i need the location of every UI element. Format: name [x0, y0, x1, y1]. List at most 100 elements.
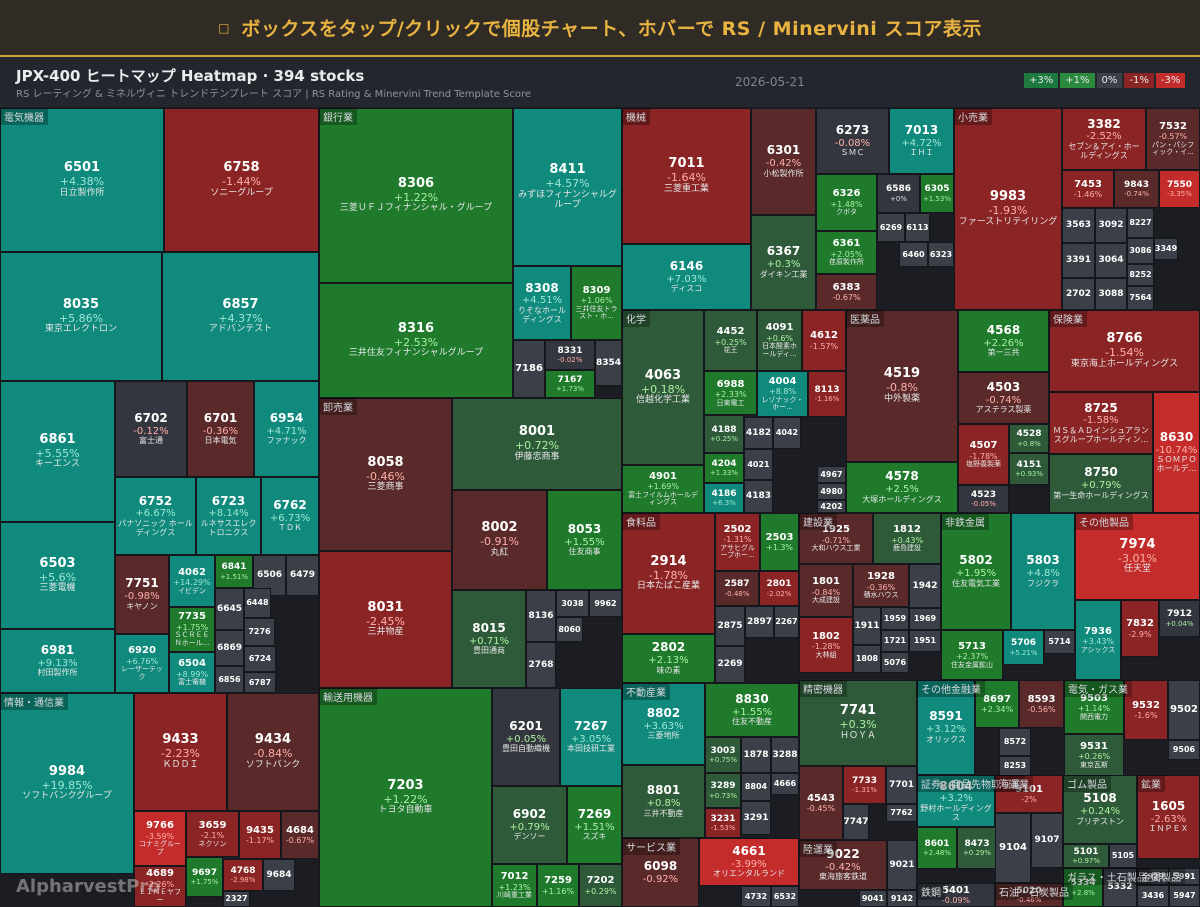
heatmap-cell[interactable]: 9021 [887, 840, 917, 890]
heatmap-cell[interactable]: 4021 [744, 449, 773, 480]
heatmap-cell[interactable]: 4182 [744, 417, 773, 449]
heatmap-cell[interactable]: 3231 -1.53% [705, 808, 741, 838]
heatmap-cell[interactable]: 8354 [595, 340, 622, 386]
heatmap-cell[interactable]: 6479 [286, 555, 319, 596]
heatmap-cell[interactable]: 4091 +0.6% 日本酸素ホールディ... [757, 310, 802, 371]
heatmap-cell[interactable]: 6762 +6.73% ＴＤＫ [261, 477, 319, 555]
heatmap-cell[interactable]: 8766 -1.54% 東京海上ホールディングス [1049, 310, 1200, 392]
heatmap-cell[interactable]: 7453 -1.46% [1062, 170, 1114, 208]
heatmap-cell[interactable]: 4543 -0.45% [799, 766, 843, 840]
heatmap-cell[interactable]: 7974 -3.01% 任天堂 [1075, 513, 1200, 600]
heatmap-cell[interactable]: 7751 -0.98% キヤノン [115, 555, 169, 634]
heatmap-cell[interactable]: 1801 -0.84% 大成建設 [799, 564, 853, 617]
heatmap-cell[interactable]: 2327 [223, 891, 250, 907]
heatmap-cell[interactable]: 3086 [1127, 238, 1154, 264]
heatmap-cell[interactable]: 6269 [877, 213, 905, 242]
heatmap-cell[interactable]: 8136 [526, 590, 556, 642]
heatmap-cell[interactable]: 5020 -0.46% [995, 883, 1063, 907]
heatmap-cell[interactable]: 2897 [745, 606, 774, 638]
heatmap-cell[interactable]: 7733 -1.31% [843, 766, 886, 804]
heatmap-cell[interactable]: 5706 +5.21% [1003, 630, 1044, 665]
heatmap-cell[interactable]: 7735 +1.75% ＳＣＲＥＥＮホール... [169, 607, 215, 652]
heatmap-cell[interactable]: 8309 +1.06% 三井住友トラスト・ホ... [571, 266, 622, 340]
heatmap-cell[interactable]: 6702 -0.12% 富士通 [115, 381, 187, 477]
heatmap-cell[interactable]: 6098 -0.92% [622, 838, 699, 907]
heatmap-cell[interactable]: 7747 [843, 804, 869, 840]
heatmap-cell[interactable]: 1878 [741, 737, 771, 773]
heatmap-cell[interactable]: 7276 [244, 618, 275, 646]
heatmap-cell[interactable]: 9503 +1.14% 関西電力 [1064, 680, 1124, 734]
heatmap-cell[interactable]: 4568 +2.26% 第一三共 [958, 310, 1049, 372]
heatmap-cell[interactable]: 9104 [995, 813, 1031, 883]
heatmap-cell[interactable]: 8316 +2.53% 三井住友フィナンシャルグループ [319, 283, 513, 398]
heatmap-cell[interactable]: 6323 [928, 242, 954, 267]
heatmap-cell[interactable]: 4186 +6.3% [704, 483, 744, 513]
heatmap-cell[interactable]: 8411 +4.57% みずほフィナンシャルグループ [513, 108, 622, 266]
heatmap-cell[interactable]: 7167 +1.73% [545, 370, 595, 398]
heatmap-cell[interactable]: 8725 -1.58% ＭＳ＆ＡＤインシュアランスグループホールディン... [1049, 392, 1153, 454]
heatmap-cell[interactable]: 6113 [905, 213, 930, 242]
heatmap-cell[interactable]: 1969 [909, 608, 941, 630]
heatmap-cell[interactable]: 8060 [556, 617, 583, 642]
heatmap-cell[interactable]: 1942 [909, 564, 941, 608]
heatmap-cell[interactable]: 4042 [773, 417, 801, 449]
heatmap-cell[interactable]: 5401 -0.09% [917, 883, 995, 907]
heatmap-cell[interactable]: 2914 -1.78% 日本たばこ産業 [622, 513, 715, 634]
heatmap-cell[interactable]: 7186 [513, 340, 545, 398]
heatmap-cell[interactable]: 6305 +1.53% [920, 174, 954, 213]
heatmap-cell[interactable]: 2503 +1.3% [760, 513, 799, 571]
heatmap-cell[interactable]: 1808 [853, 645, 881, 673]
heatmap-cell[interactable]: 8252 [1127, 264, 1154, 286]
heatmap-cell[interactable]: 9531 +0.26% 東京瓦斯 [1064, 734, 1124, 776]
heatmap-cell[interactable]: 4503 -0.74% アステラス製薬 [958, 372, 1049, 424]
heatmap-cell[interactable]: 6758 -1.44% ソニーグループ [164, 108, 319, 252]
heatmap-cell[interactable]: 4684 -0.67% [281, 811, 319, 859]
heatmap-cell[interactable]: 6367 +0.3% ダイキン工業 [751, 215, 816, 310]
heatmap-cell[interactable]: 8802 +3.63% 三菱地所 [622, 683, 705, 765]
heatmap-cell[interactable]: 5713 +2.37% 住友金属鉱山 [941, 630, 1003, 680]
heatmap-cell[interactable]: 6532 [771, 886, 799, 907]
heatmap-cell[interactable]: 4528 +0.8% [1009, 424, 1049, 453]
heatmap-cell[interactable]: 6723 +8.14% ルネサスエレクトロニクス [196, 477, 261, 555]
heatmap-cell[interactable]: 2801 -2.02% [759, 571, 799, 606]
heatmap-cell[interactable]: 6645 [215, 588, 244, 630]
heatmap-cell[interactable]: 8601 +2.48% [917, 827, 957, 869]
heatmap-cell[interactable]: 9766 -3.59% コナミグループ [134, 811, 186, 866]
heatmap-cell[interactable]: 6787 [244, 672, 276, 693]
heatmap-cell[interactable]: 8053 +1.55% 住友商事 [547, 490, 622, 590]
heatmap-cell[interactable]: 4204 +1.33% [704, 453, 744, 483]
heatmap-cell[interactable]: 1928 -0.36% 積水ハウス [853, 564, 909, 607]
heatmap-cell[interactable]: 7701 [886, 766, 917, 804]
heatmap-cell[interactable]: 8697 +2.34% [975, 680, 1019, 728]
heatmap-cell[interactable]: 3064 [1095, 243, 1127, 278]
heatmap-cell[interactable]: 6954 +4.71% ファナック [254, 381, 319, 477]
heatmap-cell[interactable]: 8591 +3.12% オリックス [917, 680, 975, 775]
heatmap-cell[interactable]: 8001 +0.72% 伊藤忠商事 [452, 398, 622, 490]
heatmap-cell[interactable]: 3291 [741, 801, 771, 835]
heatmap-cell[interactable]: 3088 [1095, 278, 1127, 310]
heatmap-cell[interactable]: 6273 -0.08% ＳＭＣ [816, 108, 889, 174]
heatmap-cell[interactable]: 6902 +0.79% デンソー [492, 786, 567, 864]
heatmap-cell[interactable]: 6201 +0.05% 豊田自動織機 [492, 688, 560, 786]
heatmap-cell[interactable]: 1959 [881, 607, 909, 630]
heatmap-cell[interactable]: 2267 [774, 606, 799, 638]
heatmap-cell[interactable]: 6752 +6.67% パナソニック ホールディングス [115, 477, 196, 555]
heatmap-cell[interactable]: 7912 +0.04% [1159, 600, 1200, 637]
heatmap-cell[interactable]: 8031 -2.45% 三井物産 [319, 551, 452, 688]
heatmap-cell[interactable]: 3349 [1154, 238, 1178, 260]
heatmap-cell[interactable]: 5947 [1169, 885, 1200, 907]
heatmap-cell[interactable]: 9697 +1.75% [186, 857, 223, 897]
heatmap-cell[interactable]: 9107 [1031, 813, 1063, 868]
heatmap-cell[interactable]: 5803 +4.8% フジクラ [1011, 513, 1075, 630]
heatmap-cell[interactable]: 7267 +3.05% 本田技研工業 [560, 688, 622, 786]
heatmap-cell[interactable]: 3289 +0.73% [705, 773, 741, 808]
heatmap-cell[interactable]: 8604 +3.2% 野村ホールディングス [917, 775, 995, 827]
heatmap-cell[interactable]: 3391 [1062, 243, 1095, 278]
heatmap-cell[interactable]: 7564 [1127, 286, 1154, 310]
heatmap-cell[interactable]: 8801 +0.8% 三井不動産 [622, 765, 705, 838]
heatmap-cell[interactable]: 4967 [817, 466, 846, 483]
heatmap-cell[interactable]: 5076 [881, 652, 909, 673]
heatmap-cell[interactable]: 6869 [215, 630, 244, 666]
heatmap-cell[interactable]: 6586 +0% [877, 174, 920, 213]
heatmap-cell[interactable]: 4151 +0.93% [1009, 453, 1049, 485]
